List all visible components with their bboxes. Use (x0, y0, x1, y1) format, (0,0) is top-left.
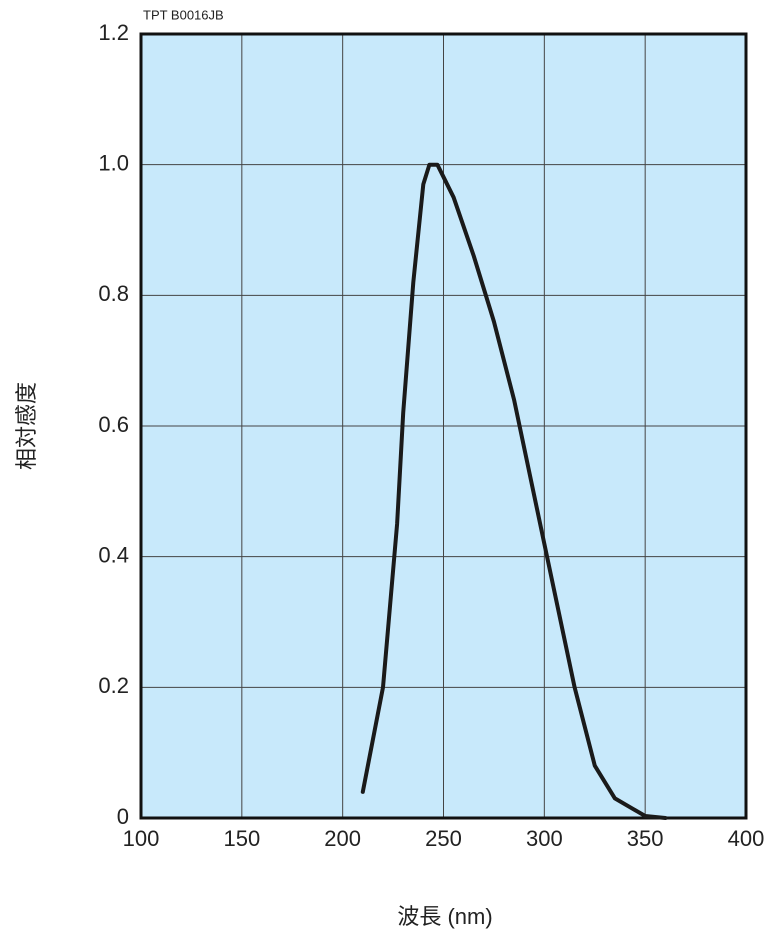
data-line (360, 162, 668, 820)
plot-frame (139, 32, 748, 820)
x-tick-label: 350 (627, 826, 664, 851)
x-tick-label: 400 (728, 826, 765, 851)
y-tick-label: 0.4 (98, 542, 129, 567)
y-tick-label: 1.2 (98, 20, 129, 45)
y-tick-label: 0.8 (98, 281, 129, 306)
y-axis-label: 相対感度 (14, 382, 39, 470)
y-tick-label: 1.0 (98, 150, 129, 175)
x-tick-label: 150 (223, 826, 260, 851)
y-tick-label: 0.6 (98, 412, 129, 437)
annotation: TPT B0016JB (143, 7, 224, 22)
x-tick-label: 100 (123, 826, 160, 851)
x-axis-label: 波長 (nm) (397, 904, 492, 929)
y-tick-label: 0 (117, 804, 129, 829)
x-tick-label: 250 (425, 826, 462, 851)
x-tick-label: 300 (526, 826, 563, 851)
y-tick-label: 0.2 (98, 673, 129, 698)
x-tick-label: 200 (324, 826, 361, 851)
